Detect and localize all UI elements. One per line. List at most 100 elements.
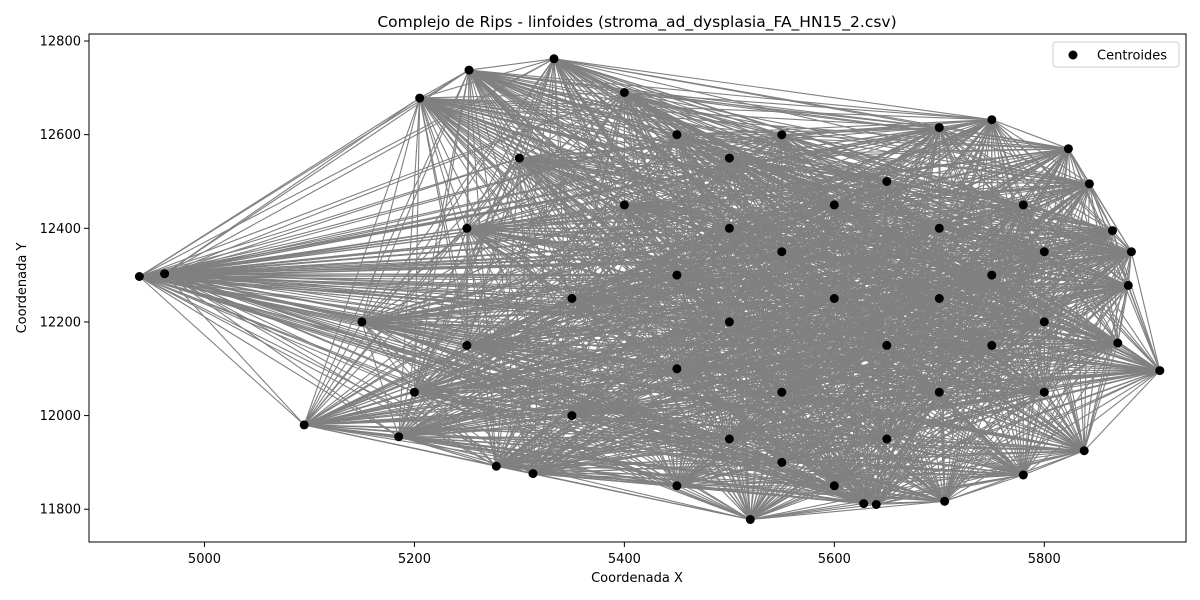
rips-edge <box>1043 251 1161 371</box>
centroid-point <box>1039 247 1049 257</box>
rips-edge <box>729 321 940 393</box>
centroid-point <box>619 200 629 210</box>
rips-edge <box>518 157 783 463</box>
centroid-points <box>134 54 1165 524</box>
rips-edge <box>781 134 993 346</box>
rips-edge <box>676 474 1024 487</box>
rips-edge <box>886 438 1085 452</box>
rips-edge <box>781 370 1160 393</box>
centroid-point <box>1155 366 1165 376</box>
rips-edge <box>676 127 940 136</box>
rips-edge <box>1088 183 1113 231</box>
rips-edge <box>468 58 555 71</box>
y-tick-label: 12000 <box>40 409 81 424</box>
rips-edge <box>361 321 400 437</box>
y-tick-label: 12800 <box>40 35 81 50</box>
centroid-point <box>777 457 787 467</box>
rips-edge <box>676 251 783 487</box>
centroid-point <box>1018 200 1028 210</box>
rips-edge <box>571 415 678 487</box>
rips-edge <box>886 391 1045 440</box>
rips-edge <box>466 183 1090 229</box>
rips-edge <box>519 157 940 393</box>
rips-edge <box>1022 204 1161 371</box>
centroid-point <box>1123 280 1133 290</box>
rips-edge <box>781 344 993 463</box>
rips-edge <box>676 204 1024 370</box>
rips-edge <box>398 392 415 437</box>
centroid-point <box>934 387 944 397</box>
centroid-point <box>859 499 869 509</box>
centroid-point <box>462 223 472 233</box>
rips-edge <box>781 391 1045 463</box>
rips-edge <box>781 134 993 276</box>
rips-edge <box>938 321 1045 393</box>
centroid-point <box>1084 179 1094 189</box>
rips-edge <box>361 321 782 463</box>
rips-edge <box>1044 321 1161 372</box>
rips-edge <box>571 415 751 520</box>
rips-edge <box>781 342 1118 463</box>
rips-edge <box>729 370 1160 440</box>
legend-label-centroides: Centroides <box>1097 49 1167 64</box>
centroid-point <box>491 461 501 471</box>
rips-edge <box>781 450 1085 463</box>
centroid-point <box>1063 144 1073 154</box>
rips-edge <box>886 180 1045 253</box>
rips-edge <box>553 58 835 206</box>
rips-edge <box>466 119 992 229</box>
rips-edge <box>553 58 730 229</box>
rips-edge <box>361 227 468 323</box>
rips-edge <box>518 157 678 487</box>
rips-edge <box>164 273 305 426</box>
rips-edge <box>781 134 835 206</box>
rips-edge <box>519 157 940 229</box>
rips-edge <box>875 438 888 505</box>
rips-edge <box>676 368 1024 476</box>
centroid-point <box>394 432 404 442</box>
rips-edge <box>729 297 940 323</box>
rips-edge <box>886 181 940 299</box>
rips-edge <box>729 204 1024 229</box>
rips-edge <box>361 274 992 323</box>
centroid-point <box>724 434 734 444</box>
rips-edge <box>518 58 555 159</box>
rips-edge <box>466 134 782 229</box>
rips-edge <box>414 180 888 393</box>
centroid-point <box>940 496 950 506</box>
rips-edge <box>781 227 940 463</box>
rips-edge <box>519 157 1113 232</box>
centroid-point <box>464 65 474 75</box>
rips-edge <box>414 321 1045 393</box>
rips-edge <box>676 134 783 276</box>
y-tick-label: 11800 <box>40 503 81 518</box>
rips-edge <box>676 119 992 136</box>
rips-edge <box>676 461 782 487</box>
centroid-point <box>549 54 559 64</box>
centroid-point <box>724 223 734 233</box>
rips-edge <box>676 274 993 487</box>
rips-edge <box>781 127 940 136</box>
centroid-point <box>415 93 425 103</box>
rips-edge <box>991 251 1132 276</box>
rips-edge <box>729 321 992 346</box>
rips-edge <box>676 251 1045 487</box>
centroid-point <box>882 434 892 444</box>
rips-edge <box>676 321 1045 487</box>
x-tick-label: 5600 <box>818 552 851 567</box>
rips-edge <box>781 134 1161 372</box>
x-tick-label: 5400 <box>608 552 641 567</box>
centroid-point <box>1039 317 1049 327</box>
rips-edge <box>164 97 421 275</box>
rips-edge <box>414 227 730 393</box>
rips-edge <box>414 391 887 440</box>
rips-edge <box>1022 204 1119 344</box>
rips-edge <box>414 134 783 393</box>
rips-edge <box>623 204 678 486</box>
rips-edge <box>466 157 520 346</box>
rips-edge <box>361 321 534 475</box>
rips-edge <box>414 391 782 463</box>
rips-edge <box>164 273 400 438</box>
rips-edge <box>991 119 1024 206</box>
rips-edge <box>519 92 625 159</box>
